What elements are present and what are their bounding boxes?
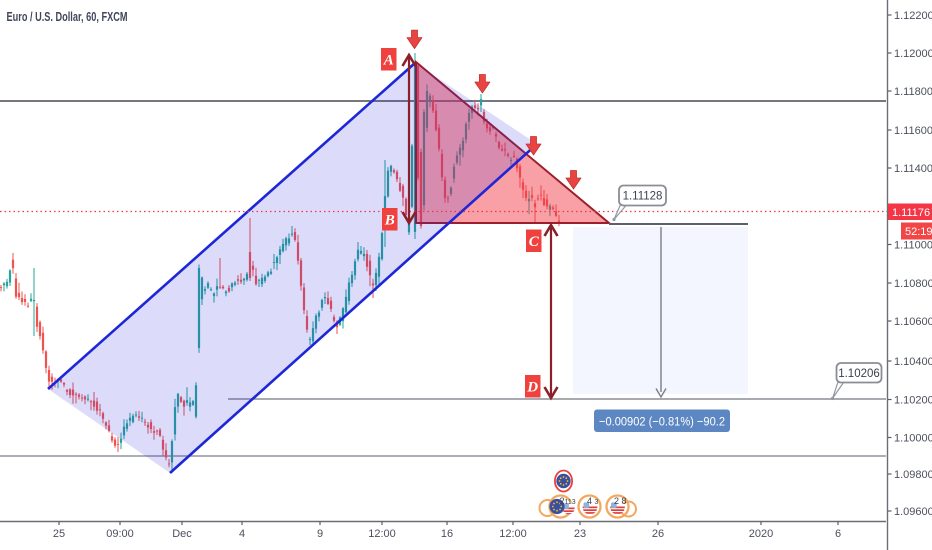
svg-text:16: 16 [441, 528, 453, 540]
svg-text:2113: 2113 [560, 496, 576, 506]
svg-text:1.09800: 1.09800 [894, 469, 932, 481]
svg-text:A: A [383, 53, 394, 69]
svg-text:6: 6 [835, 528, 841, 540]
svg-text:1.11800: 1.11800 [894, 86, 932, 98]
svg-text:1.12000: 1.12000 [894, 48, 932, 60]
svg-text:12:00: 12:00 [499, 528, 527, 540]
svg-text:12:00: 12:00 [368, 528, 396, 540]
svg-text:9: 9 [317, 528, 323, 540]
svg-text:1.11600: 1.11600 [894, 125, 932, 137]
svg-text:23: 23 [574, 528, 586, 540]
svg-text:1.10400: 1.10400 [894, 356, 932, 368]
svg-text:52:19: 52:19 [905, 226, 932, 238]
svg-text:1.11000: 1.11000 [894, 240, 932, 252]
svg-text:1.11128: 1.11128 [623, 191, 663, 203]
svg-text:26: 26 [652, 528, 664, 540]
svg-text:Euro / U.S. Dollar, 60, FXCM: Euro / U.S. Dollar, 60, FXCM [7, 10, 128, 24]
svg-text:4: 4 [239, 528, 245, 540]
svg-text:09:00: 09:00 [106, 528, 134, 540]
svg-text:Dec: Dec [172, 528, 192, 540]
svg-text:1.10000: 1.10000 [894, 433, 932, 445]
svg-text:1.11176: 1.11176 [892, 207, 930, 219]
svg-text:C: C [529, 234, 540, 250]
svg-text:1.10206: 1.10206 [838, 368, 880, 380]
svg-text:1.10800: 1.10800 [894, 278, 932, 290]
svg-text:2020: 2020 [749, 528, 773, 540]
svg-text:B: B [384, 213, 395, 229]
svg-text:1.10200: 1.10200 [894, 395, 932, 407]
svg-text:1.09600: 1.09600 [894, 506, 932, 518]
svg-text:D: D [526, 380, 538, 396]
svg-text:25: 25 [53, 528, 65, 540]
svg-text:2 8: 2 8 [614, 496, 627, 506]
svg-text:1.11400: 1.11400 [894, 163, 932, 175]
svg-text:1.10600: 1.10600 [894, 316, 932, 328]
svg-text:−0.00902 (−0.81%) −90.2: −0.00902 (−0.81%) −90.2 [599, 415, 725, 429]
svg-text:1.12200: 1.12200 [894, 10, 932, 22]
svg-text:4 3: 4 3 [587, 496, 599, 506]
